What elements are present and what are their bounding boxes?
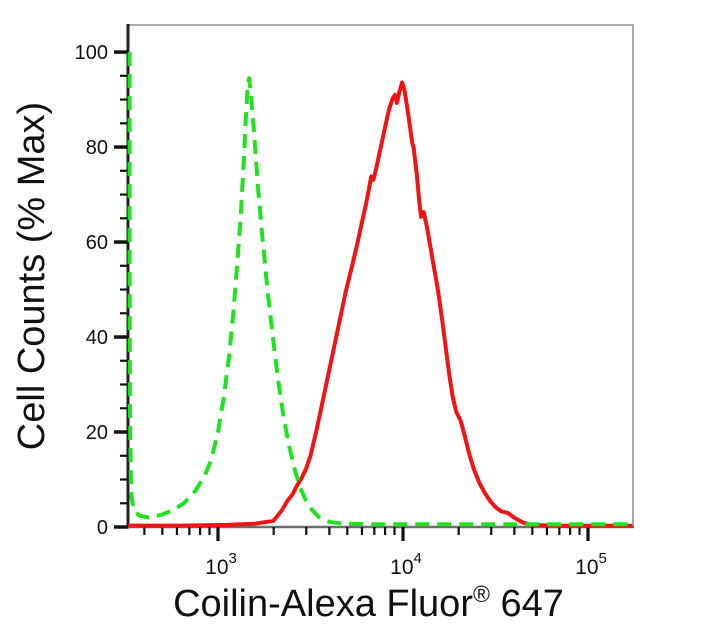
y-tick-label: 100: [75, 42, 108, 64]
y-tick-label: 20: [86, 422, 108, 444]
y-tick-label: 40: [86, 327, 108, 349]
y-axis-ticks: 0 20 40 60 80 100: [75, 42, 108, 539]
x-tick-label: 104: [390, 550, 422, 579]
y-axis-title: Cell Counts (% Max): [11, 102, 53, 450]
x-tick-label: 105: [575, 550, 607, 579]
x-tick-label: 103: [205, 550, 237, 579]
y-tick-label: 60: [86, 232, 108, 254]
y-tick-label: 80: [86, 137, 108, 159]
series-red-solid-stained: [128, 80, 633, 528]
x-axis-title: Coilin-Alexa Fluor® 647: [173, 581, 564, 625]
series-green-dashed-control: [127, 52, 633, 527]
y-tick-label: 0: [97, 517, 108, 539]
